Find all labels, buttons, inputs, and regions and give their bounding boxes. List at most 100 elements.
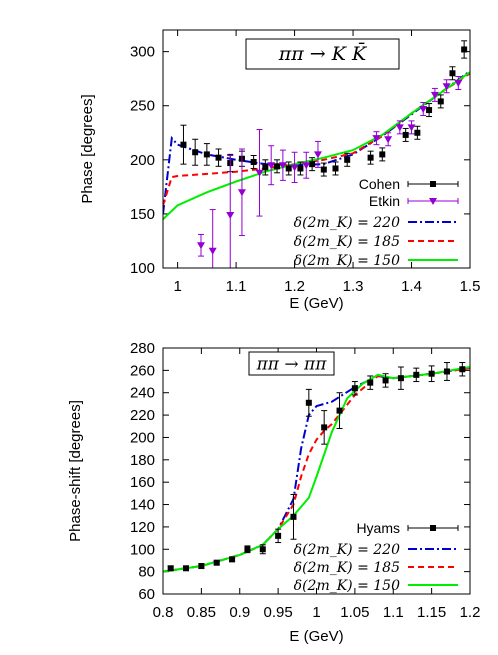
data-point	[305, 399, 312, 406]
chart-panel-2: 0.8 0.85 0.9 0.95 1 1.05 1.1 1.15 1.2 60 80 100 120 1…	[67, 340, 480, 645]
data-point	[197, 242, 206, 250]
x-tick-label: 1.4	[401, 278, 422, 295]
data-point	[336, 407, 343, 414]
data-point	[285, 165, 292, 172]
data-point	[443, 368, 450, 375]
y-axis-label: Phase [degrees]	[79, 94, 96, 203]
data-point	[437, 98, 444, 105]
data-point	[351, 385, 358, 392]
data-point	[262, 164, 269, 171]
data-point	[419, 105, 428, 113]
legend-label: Etkin	[369, 193, 400, 209]
legend-label: δ(2m_K) = 150	[294, 578, 400, 594]
data-point	[309, 161, 316, 168]
data-point	[461, 46, 468, 53]
data-point	[379, 151, 386, 158]
x-tick-label: 1.3	[343, 278, 364, 295]
data-point	[395, 124, 404, 132]
legend-label: δ(2m_K) = 220	[294, 215, 400, 231]
data-point	[430, 91, 439, 99]
y-tick-label: 140	[130, 497, 155, 514]
legend-label: δ(2m_K) = 185	[294, 234, 400, 250]
y-tick-label: 300	[130, 44, 155, 61]
data-point	[402, 131, 409, 138]
y-tick-label: 160	[130, 474, 155, 491]
curves	[163, 40, 470, 268]
legend-label: Hyams	[356, 520, 400, 536]
data-point	[267, 162, 276, 170]
data-point	[313, 151, 322, 159]
y-tick-label: 280	[130, 340, 155, 357]
curves	[163, 362, 470, 573]
y-tick-label: 60	[138, 586, 155, 603]
data-point	[302, 162, 311, 170]
y-axis-label: Phase-shift [degrees]	[67, 400, 84, 542]
data-point	[320, 166, 327, 173]
data-point	[449, 70, 456, 77]
data-point	[250, 158, 257, 165]
legend-label: Cohen	[359, 176, 400, 192]
y-tick-label: 100	[130, 541, 155, 558]
legend: Hyams δ(2m_K) = 220 δ(2m_K) = 185 δ(2m_K) =…	[294, 520, 459, 594]
x-tick-label: 0.85	[187, 604, 216, 621]
x-tick-label: 0.9	[229, 604, 250, 621]
data-point	[229, 556, 236, 563]
y-tick-label: 100	[130, 260, 155, 277]
data-point	[428, 370, 435, 377]
series-line	[163, 366, 470, 573]
legend-marker	[429, 198, 437, 205]
data-point	[382, 377, 389, 384]
data-point	[297, 165, 304, 172]
data-point	[244, 546, 251, 553]
y-tick-label: 250	[130, 98, 155, 115]
x-tick-label: 1	[173, 278, 181, 295]
y-tick-label: 220	[130, 407, 155, 424]
x-axis-label: E (GeV)	[289, 628, 343, 645]
data-point	[290, 164, 299, 172]
data-point	[198, 563, 205, 570]
data-point	[454, 80, 463, 88]
data-point	[259, 546, 266, 553]
x-tick-label: 1	[312, 604, 320, 621]
data-point	[237, 189, 246, 197]
data-point	[372, 135, 381, 143]
x-tick-label: 1.2	[284, 278, 305, 295]
data-point	[426, 107, 433, 114]
data-point	[274, 163, 281, 170]
y-tick-label: 80	[138, 564, 155, 581]
data-point	[203, 151, 210, 158]
data-point	[413, 371, 420, 378]
data-point	[344, 156, 351, 163]
data-point	[167, 565, 174, 572]
data-point	[384, 136, 393, 144]
chart-panel-1: 1 1.1 1.2 1.3 1.4 1.5 100 150 200 250 300 E (GeV) Ph…	[79, 29, 480, 312]
y-tick-label: 150	[130, 206, 155, 223]
x-tick-label: 1.05	[340, 604, 369, 621]
data-point	[442, 83, 451, 91]
y-tick-label: 200	[130, 152, 155, 169]
legend-marker	[430, 525, 436, 531]
data-point	[332, 165, 339, 172]
x-tick-label: 1.15	[417, 604, 446, 621]
data-point	[183, 565, 190, 572]
x-tick-label: 0.95	[264, 604, 293, 621]
x-tick-label: 1.2	[460, 604, 481, 621]
plot-frame	[162, 29, 471, 269]
data-point	[278, 162, 287, 170]
series-line	[163, 72, 470, 206]
y-tick-label: 240	[130, 385, 155, 402]
data-point	[226, 211, 235, 219]
data-point	[192, 149, 199, 156]
y-tick-label: 120	[130, 519, 155, 536]
legend-label: δ(2m_K) = 185	[294, 560, 400, 576]
chart-title: ππ → K K̄	[278, 42, 368, 65]
data-point	[213, 559, 220, 566]
plot-frame	[162, 347, 471, 595]
chart-title: ππ → ππ	[256, 355, 328, 375]
chart-title-box	[245, 38, 400, 70]
data-point	[255, 169, 264, 177]
data-point	[180, 141, 187, 148]
legend-label: δ(2m_K) = 220	[294, 542, 400, 558]
